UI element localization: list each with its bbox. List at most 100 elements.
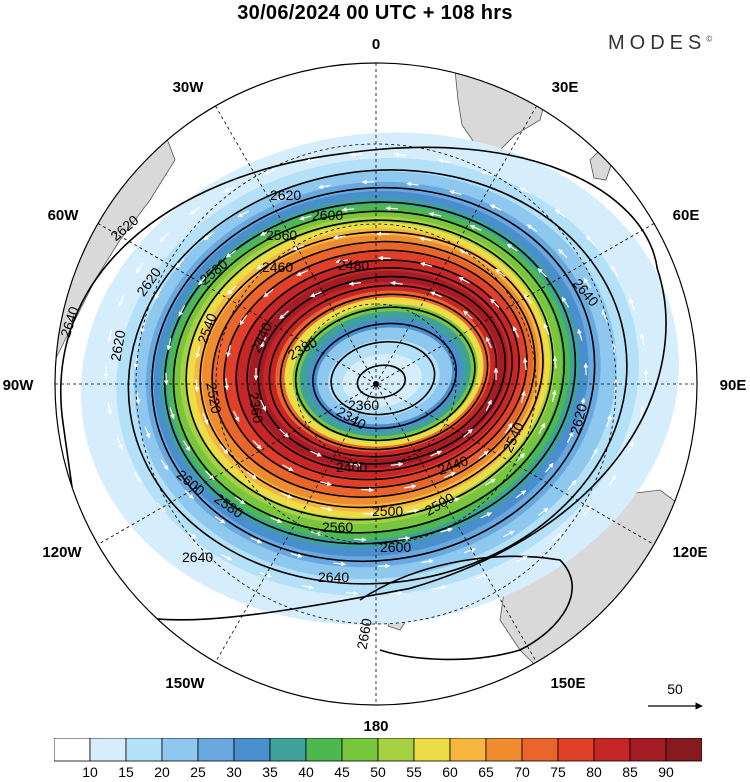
wind-vector-arrow	[182, 440, 191, 452]
wind-vector-arrow	[390, 590, 403, 596]
wind-vector-arrow	[585, 235, 595, 246]
wind-vector-arrow	[234, 496, 246, 505]
colorbar-swatch	[54, 738, 91, 762]
wind-vector-arrow	[276, 194, 289, 201]
colorbar-swatch	[593, 738, 631, 762]
wind-vector-arrow	[263, 169, 276, 175]
colorbar-label: 35	[262, 764, 278, 780]
wind-vector-arrow	[349, 462, 362, 468]
colorbar-label: 15	[118, 764, 134, 780]
colorbar-swatch	[269, 738, 307, 762]
wind-vector-arrow	[629, 298, 635, 311]
wind-vector-arrow	[349, 152, 362, 158]
wind-vector-arrow	[519, 187, 531, 195]
wind-vector-arrow	[522, 357, 528, 371]
wind-vector-arrow	[232, 410, 240, 422]
reference-vector-label: 50	[667, 681, 683, 697]
wind-vector-arrow	[279, 428, 289, 438]
brand-mark: ©	[706, 34, 713, 44]
contour-label: 2560	[266, 227, 297, 243]
wind-vector-arrow	[186, 530, 197, 539]
wind-vector-arrow	[227, 285, 237, 295]
colorbar-label: 30	[226, 764, 242, 780]
wind-vector-arrow	[154, 288, 162, 300]
wind-vector-arrow	[341, 207, 355, 213]
wind-vector-arrow	[252, 440, 262, 450]
wind-vector-arrow	[250, 537, 263, 544]
colorbar-swatch	[485, 738, 523, 762]
wind-vector-arrow	[144, 426, 151, 439]
wind-vector-arrow	[348, 281, 362, 287]
wind-vectors	[103, 152, 649, 596]
longitude-labels: 0 30E 60E 90E 120E 150E 180 150W 120W 90…	[3, 36, 747, 735]
wind-vector-arrow	[544, 462, 554, 473]
colorbar-label: 90	[658, 764, 674, 780]
wind-vector-arrow	[301, 584, 314, 590]
colorbar-swatch	[125, 738, 163, 762]
wind-vector-arrow	[577, 328, 583, 341]
wind-vector-arrow	[310, 450, 322, 457]
wind-vector-arrow	[490, 298, 500, 308]
colorbar-label: 20	[154, 764, 170, 780]
wind-vector-arrow	[385, 205, 399, 211]
wind-vector-arrow	[175, 258, 185, 269]
wind-vector-arrow	[552, 355, 558, 369]
colorbar-label: 85	[622, 764, 638, 780]
wind-vector-arrow	[305, 158, 318, 163]
wind-vector-arrow	[345, 590, 359, 596]
wind-vector-arrow	[353, 537, 367, 543]
wind-vector-arrow	[279, 310, 289, 320]
wind-vector-arrow	[512, 326, 520, 338]
wind-vector-arrow	[221, 553, 233, 561]
wind-vector-arrow	[135, 262, 144, 274]
wind-vector-arrow	[610, 265, 619, 277]
brand-logo: MODES©	[608, 32, 712, 55]
lon-label-0: 0	[372, 36, 380, 53]
wind-vector-arrow	[157, 502, 167, 513]
wind-vector-arrow	[484, 478, 496, 486]
wind-vector-arrow	[237, 210, 249, 218]
wind-vector-arrow	[606, 414, 612, 427]
brand-name: MODES	[608, 32, 707, 54]
colorbar-labels: 10 15 20 25 30 35 40 45 50 55 60 65 70 75 80 85 90	[54, 764, 702, 782]
colorbar-swatch	[449, 738, 487, 762]
wind-vector-arrow	[639, 405, 645, 418]
wind-vector-arrow	[333, 234, 346, 240]
wind-vector-arrow	[406, 181, 419, 187]
wind-vector-arrow	[601, 309, 608, 322]
wind-vector-arrow	[282, 464, 294, 472]
wind-vector-arrow	[608, 474, 617, 486]
lon-label-150e: 150E	[550, 675, 585, 692]
contour-label: 2620	[567, 402, 591, 436]
wind-vector-arrow	[526, 224, 538, 232]
wind-vector-arrow	[299, 215, 312, 221]
wind-vector-arrow	[406, 508, 419, 514]
wind-vector-arrow	[239, 314, 248, 326]
wind-vector-arrow	[430, 450, 442, 457]
wind-vector-arrow	[420, 261, 433, 267]
wind-vector-arrow	[169, 407, 175, 420]
contour-2660	[359, 555, 573, 661]
colorbar-label: 25	[190, 764, 206, 780]
wind-vector-arrow	[224, 185, 236, 193]
contour-label: 2640	[318, 569, 349, 585]
wind-vector-arrow	[480, 170, 493, 176]
wind-vector-arrow	[523, 293, 533, 304]
colorbar-swatch	[305, 738, 343, 762]
wind-vector-arrow	[447, 497, 460, 503]
colorbar-swatch	[197, 738, 235, 762]
colorbar-swatch	[521, 738, 559, 762]
contour-label: 2500	[372, 503, 403, 519]
wind-vector-arrow	[256, 262, 268, 270]
wind-vector-arrow	[561, 296, 570, 308]
contour-label: 2620	[270, 187, 301, 203]
colorbar	[54, 738, 702, 762]
colorbar-swatch	[161, 738, 199, 762]
lon-label-30e: 30E	[552, 79, 579, 96]
wind-vector-arrow	[489, 204, 502, 211]
wind-vector-arrow	[224, 377, 230, 391]
wind-vector-arrow	[478, 450, 489, 460]
wind-vector-arrow	[580, 397, 586, 410]
colorbar-swatch	[557, 738, 595, 762]
wind-vector-arrow	[214, 516, 226, 524]
